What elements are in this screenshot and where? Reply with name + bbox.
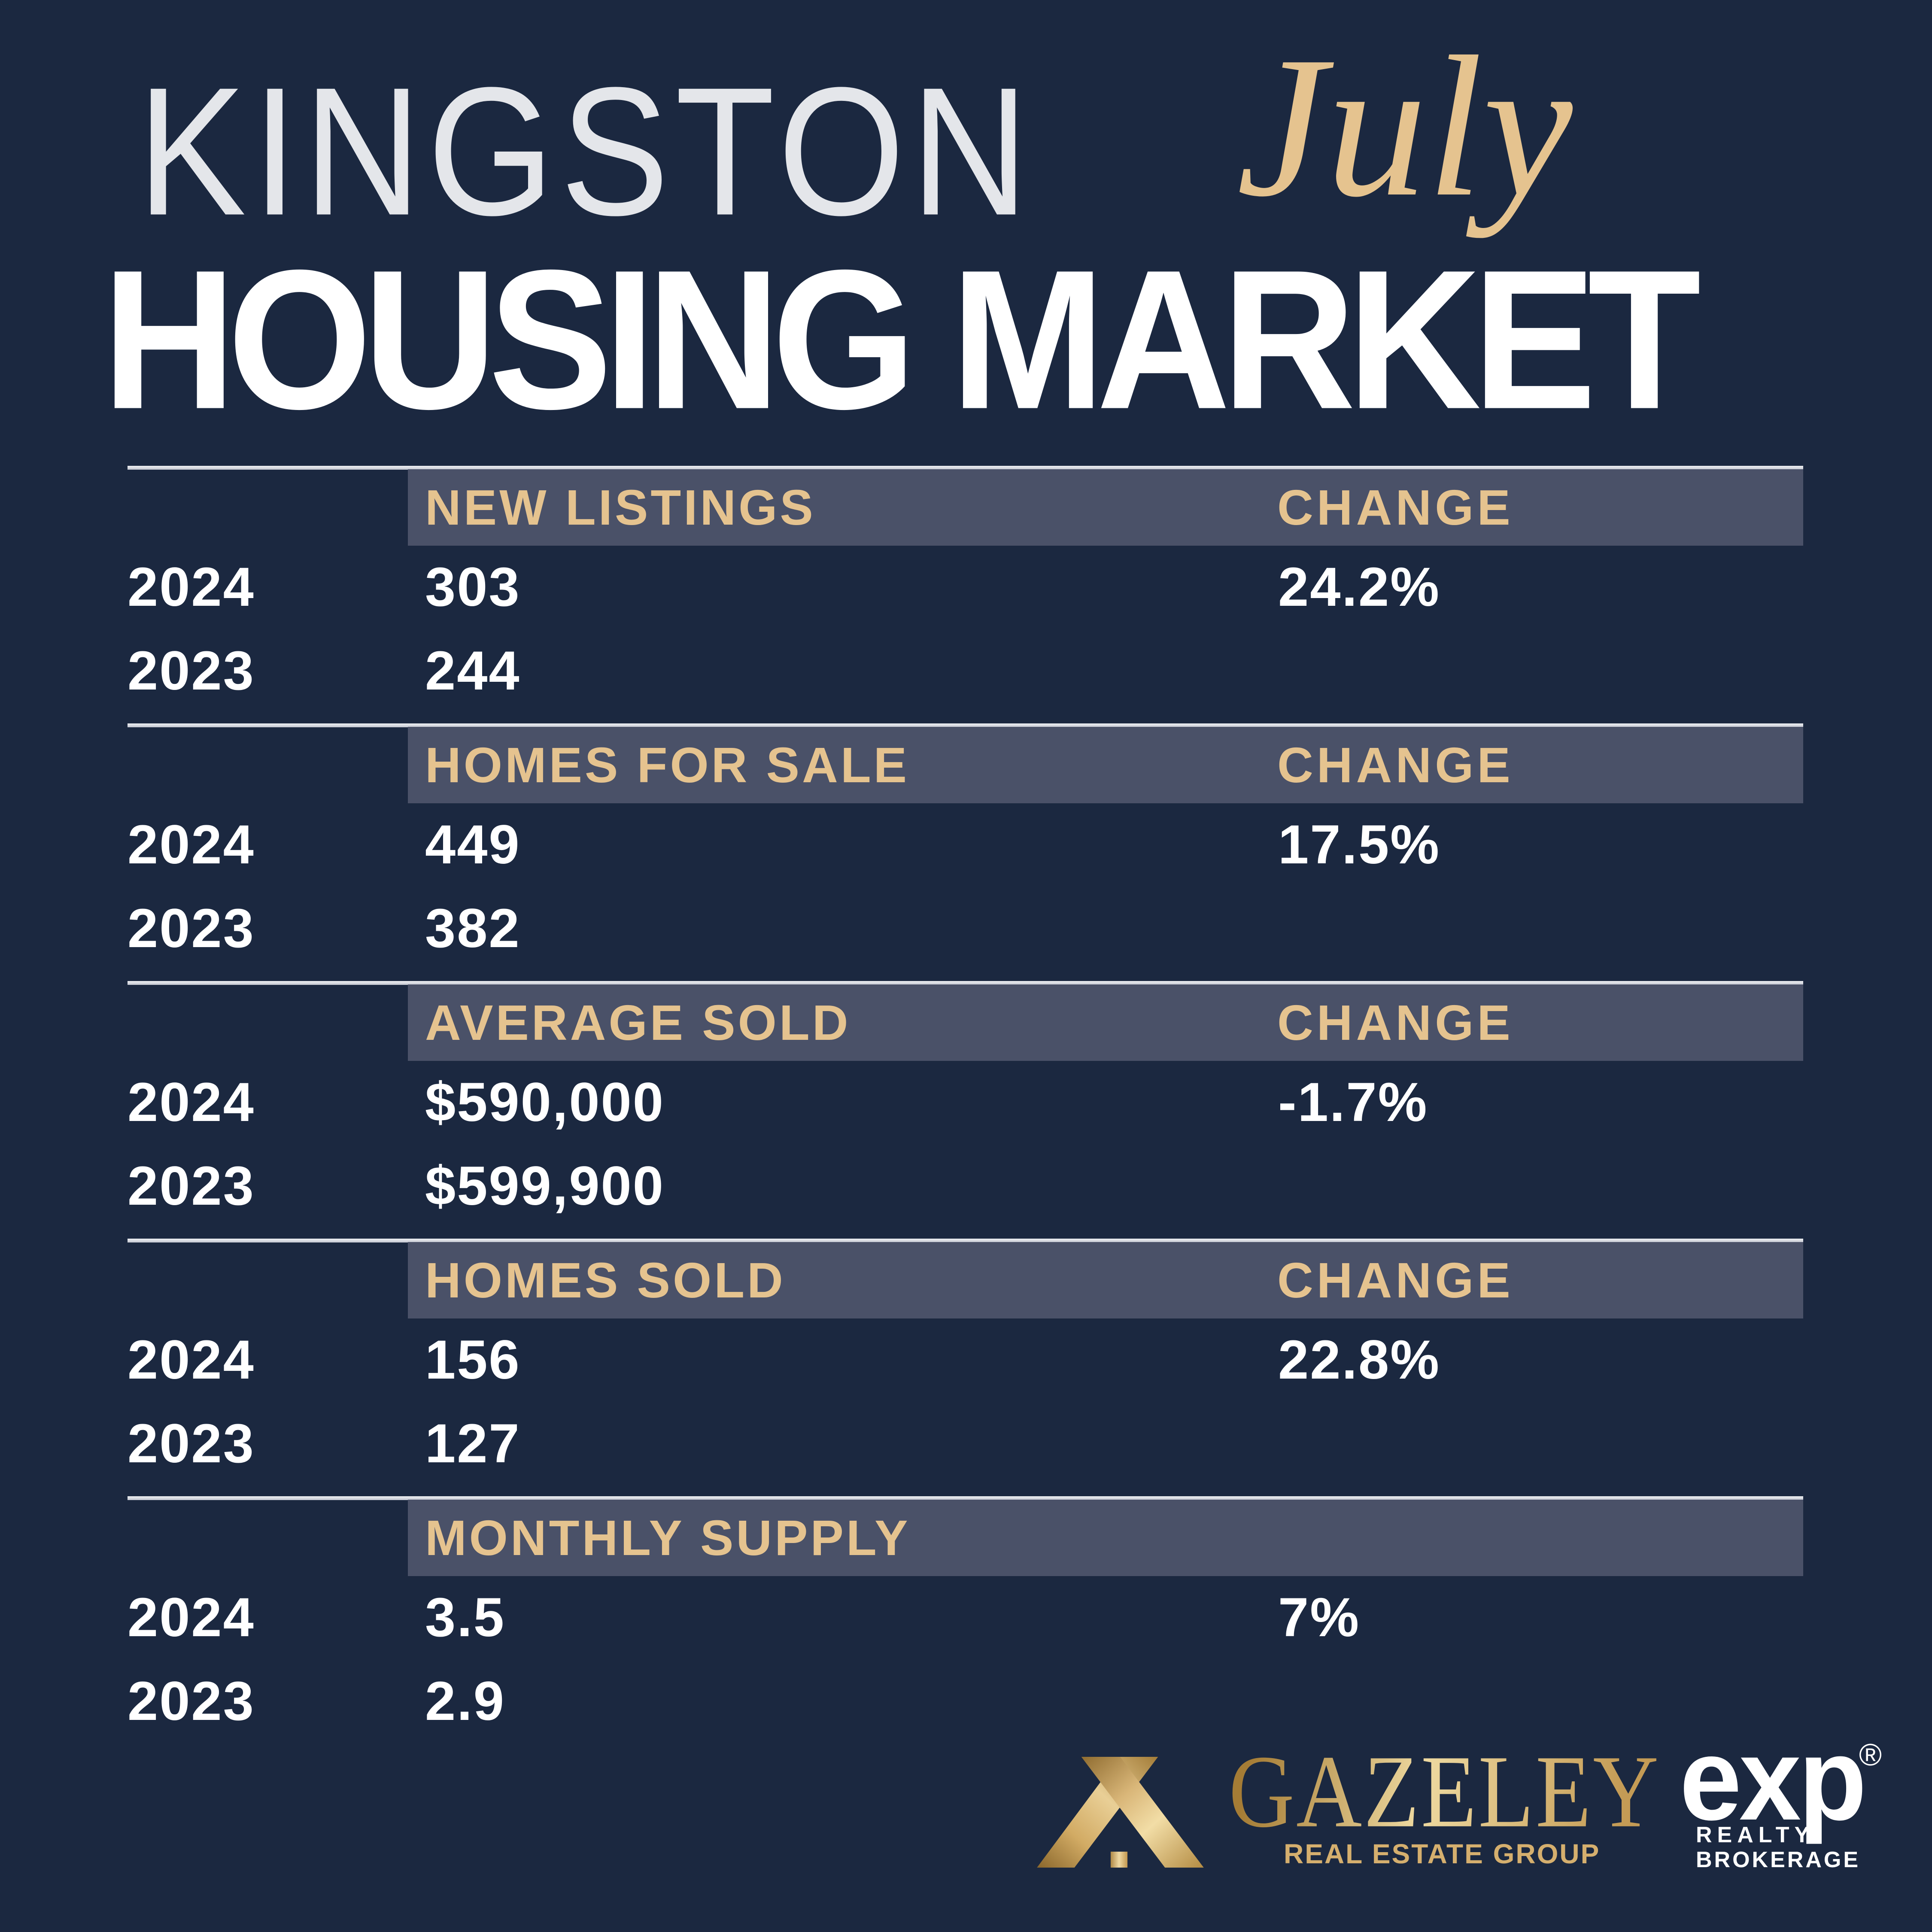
section-divider bbox=[128, 466, 1803, 470]
year-label: 2023 bbox=[128, 640, 255, 702]
metric-value-2023: $599,900 bbox=[425, 1155, 665, 1217]
table-row-2023: 2023 244 bbox=[0, 641, 1932, 705]
change-value: -1.7% bbox=[1278, 1072, 1428, 1133]
table-row-2024: 2024 $590,000 -1.7% bbox=[0, 1072, 1932, 1137]
metric-title: HOMES FOR SALE bbox=[425, 737, 910, 793]
table-row-2023: 2023 $599,900 bbox=[0, 1156, 1932, 1221]
table-row-2024: 2024 303 24.2% bbox=[0, 557, 1932, 622]
table-row-2024: 2024 156 22.8% bbox=[0, 1330, 1932, 1394]
year-label: 2023 bbox=[128, 1413, 255, 1474]
change-value: 22.8% bbox=[1278, 1329, 1440, 1391]
metric-value-2023: 244 bbox=[425, 640, 521, 702]
metric-value-2024: $590,000 bbox=[425, 1072, 665, 1133]
metric-header-band: NEW LISTINGS CHANGE bbox=[408, 469, 1803, 546]
metric-title: AVERAGE SOLD bbox=[425, 995, 851, 1051]
page-title-city: KINGSTON bbox=[137, 49, 1035, 254]
table-row-2024: 2024 3.5 7% bbox=[0, 1587, 1932, 1652]
metric-title: MONTHLY SUPPLY bbox=[425, 1510, 911, 1566]
metric-value-2023: 2.9 bbox=[425, 1671, 505, 1732]
metric-value-2024: 449 bbox=[425, 814, 521, 875]
change-column-header: CHANGE bbox=[1277, 480, 1514, 535]
gazeley-house-icon bbox=[1037, 1757, 1204, 1868]
change-column-header: CHANGE bbox=[1277, 737, 1514, 793]
exp-brokerage-label: BROKERAGE bbox=[1696, 1847, 1861, 1872]
metric-header-band: HOMES FOR SALE CHANGE bbox=[408, 727, 1803, 803]
change-value: 7% bbox=[1278, 1587, 1360, 1648]
section-divider bbox=[128, 1239, 1803, 1242]
change-column-header: CHANGE bbox=[1277, 1252, 1514, 1308]
table-row-2023: 2023 127 bbox=[0, 1413, 1932, 1478]
year-label: 2023 bbox=[128, 1155, 255, 1217]
year-label: 2023 bbox=[128, 1671, 255, 1732]
metric-header-band: MONTHLY SUPPLY bbox=[408, 1500, 1803, 1576]
page-title-heading: HOUSING MARKET bbox=[102, 228, 1701, 450]
gazeley-tagline: REAL ESTATE GROUP bbox=[1284, 1838, 1601, 1869]
year-label: 2024 bbox=[128, 1587, 255, 1648]
year-label: 2024 bbox=[128, 1329, 255, 1391]
year-label: 2024 bbox=[128, 814, 255, 875]
table-row-2023: 2023 2.9 bbox=[0, 1671, 1932, 1736]
year-label: 2024 bbox=[128, 1072, 255, 1133]
metric-value-2023: 382 bbox=[425, 898, 521, 959]
change-value: 24.2% bbox=[1278, 556, 1440, 618]
exp-realty-label: REALTY bbox=[1696, 1823, 1815, 1847]
month-label: July bbox=[1236, 15, 1573, 238]
year-label: 2024 bbox=[128, 556, 255, 618]
metric-title: HOMES SOLD bbox=[425, 1252, 786, 1308]
section-new-listings: NEW LISTINGS CHANGE 2024 303 24.2% 2023 … bbox=[0, 466, 1932, 723]
section-homes-sold: HOMES SOLD CHANGE 2024 156 22.8% 2023 12… bbox=[0, 1239, 1932, 1496]
metric-value-2024: 3.5 bbox=[425, 1587, 505, 1648]
section-divider bbox=[128, 723, 1803, 727]
table-row-2024: 2024 449 17.5% bbox=[0, 814, 1932, 879]
change-value: 17.5% bbox=[1278, 814, 1440, 875]
registered-trademark-icon: ® bbox=[1859, 1738, 1882, 1772]
metric-header-band: HOMES SOLD CHANGE bbox=[408, 1242, 1803, 1318]
metric-value-2024: 156 bbox=[425, 1329, 521, 1391]
gazeley-wordmark: GAZELEY bbox=[1229, 1734, 1661, 1849]
section-average-sold: AVERAGE SOLD CHANGE 2024 $590,000 -1.7% … bbox=[0, 981, 1932, 1239]
change-column-header: CHANGE bbox=[1277, 995, 1514, 1051]
year-label: 2023 bbox=[128, 898, 255, 959]
section-divider bbox=[128, 981, 1803, 985]
metric-value-2024: 303 bbox=[425, 556, 521, 618]
table-row-2023: 2023 382 bbox=[0, 898, 1932, 963]
exp-wordmark: exp bbox=[1680, 1714, 1867, 1845]
section-divider bbox=[128, 1496, 1803, 1500]
section-homes-for-sale: HOMES FOR SALE CHANGE 2024 449 17.5% 202… bbox=[0, 723, 1932, 981]
metric-value-2023: 127 bbox=[425, 1413, 521, 1474]
metric-header-band: AVERAGE SOLD CHANGE bbox=[408, 984, 1803, 1061]
metric-title: NEW LISTINGS bbox=[425, 480, 816, 535]
section-monthly-supply: MONTHLY SUPPLY 2024 3.5 7% 2023 2.9 bbox=[0, 1496, 1932, 1754]
